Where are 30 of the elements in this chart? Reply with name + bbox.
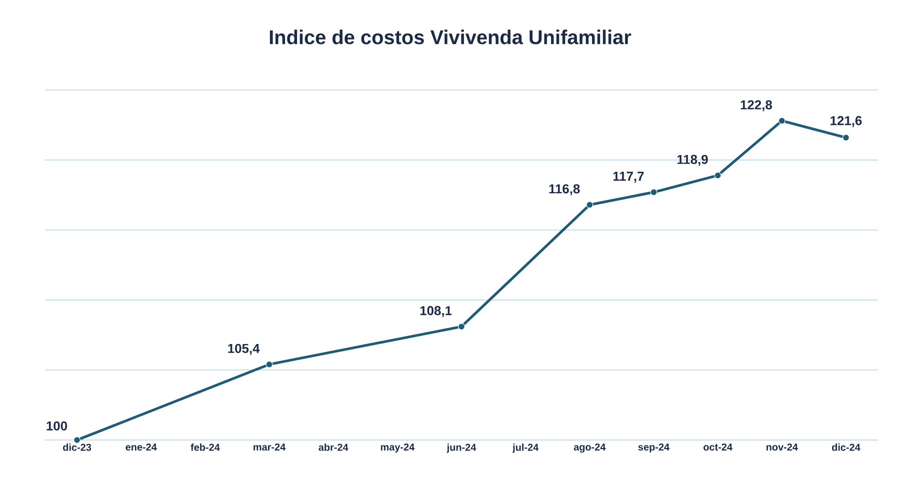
data-label: 121,6 xyxy=(830,116,862,128)
x-tick-label: nov-24 xyxy=(766,444,798,451)
point xyxy=(458,323,465,330)
point xyxy=(778,117,786,124)
x-tick-label: feb-24 xyxy=(190,444,220,451)
data-label: 108,1 xyxy=(420,306,452,318)
point xyxy=(266,360,273,368)
data-label: 122,8 xyxy=(740,100,772,112)
point xyxy=(714,172,722,179)
x-tick-label: sep-24 xyxy=(638,444,670,453)
point xyxy=(74,436,81,444)
data-label: 100 xyxy=(46,421,68,430)
point xyxy=(650,188,658,196)
data-label: 118,9 xyxy=(677,154,708,166)
x-tick-label: jun-24 xyxy=(446,444,476,453)
data-label: 116,8 xyxy=(549,184,580,196)
point xyxy=(586,201,594,208)
x-tick-label: ago-24 xyxy=(574,444,606,453)
chart-title: Indice de costos Vivivenda Unifamiliar xyxy=(270,30,632,44)
data-label: 105,4 xyxy=(228,344,260,355)
data-label: 117,7 xyxy=(613,172,644,183)
x-tick-label: dic-24 xyxy=(832,444,860,451)
x-tick-label: mar-24 xyxy=(254,444,286,451)
x-tick-label: may-24 xyxy=(380,444,415,453)
x-tick-label: jul-24 xyxy=(512,444,539,453)
x-tick-label: ene-24 xyxy=(126,444,157,451)
x-tick-label: dic-23 xyxy=(63,444,92,451)
x-tick-label: oct-24 xyxy=(704,444,732,451)
x-tick-label: abr-24 xyxy=(318,444,348,451)
point xyxy=(842,134,850,142)
